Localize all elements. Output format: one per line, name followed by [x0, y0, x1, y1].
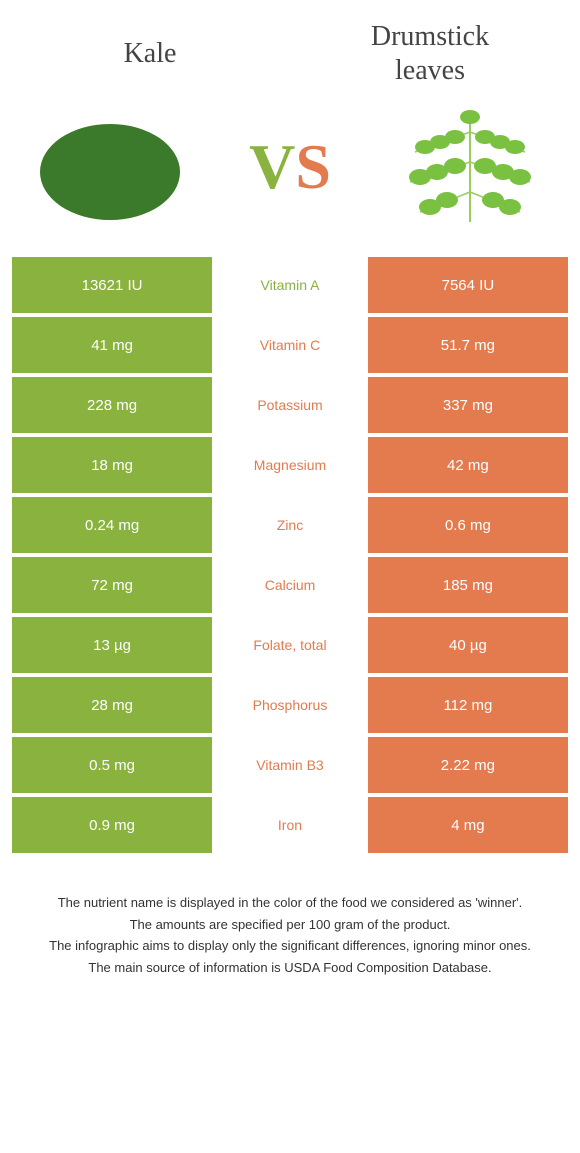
kale-image [20, 97, 200, 237]
nutrient-row: 72 mgCalcium185 mg [12, 557, 568, 613]
footer-line: The amounts are specified per 100 gram o… [20, 915, 560, 935]
left-value: 0.5 mg [12, 737, 212, 793]
nutrient-row: 41 mgVitamin C51.7 mg [12, 317, 568, 373]
right-value: 185 mg [368, 557, 568, 613]
nutrient-row: 0.24 mgZinc0.6 mg [12, 497, 568, 553]
nutrient-name: Iron [212, 797, 368, 853]
nutrient-name: Potassium [212, 377, 368, 433]
nutrient-row: 28 mgPhosphorus112 mg [12, 677, 568, 733]
nutrient-row: 18 mgMagnesium42 mg [12, 437, 568, 493]
right-value: 2.22 mg [368, 737, 568, 793]
left-value: 0.9 mg [12, 797, 212, 853]
right-value: 42 mg [368, 437, 568, 493]
right-value: 4 mg [368, 797, 568, 853]
nutrient-row: 0.5 mgVitamin B32.22 mg [12, 737, 568, 793]
nutrient-row: 13621 IUVitamin A7564 IU [12, 257, 568, 313]
left-food-title: Kale [10, 37, 290, 71]
right-value: 40 µg [368, 617, 568, 673]
left-value: 13621 IU [12, 257, 212, 313]
right-value: 51.7 mg [368, 317, 568, 373]
nutrient-row: 13 µgFolate, total40 µg [12, 617, 568, 673]
footer-notes: The nutrient name is displayed in the co… [0, 893, 580, 977]
footer-line: The main source of information is USDA F… [20, 958, 560, 978]
right-food-title: Drumstick leaves [290, 20, 570, 87]
nutrient-table: 13621 IUVitamin A7564 IU41 mgVitamin C51… [12, 257, 568, 853]
right-value: 112 mg [368, 677, 568, 733]
left-value: 18 mg [12, 437, 212, 493]
right-value: 337 mg [368, 377, 568, 433]
vs-label: VS [249, 130, 331, 204]
left-value: 72 mg [12, 557, 212, 613]
header: Kale Drumstick leaves [0, 0, 580, 97]
vs-s: S [295, 131, 331, 202]
nutrient-row: 228 mgPotassium337 mg [12, 377, 568, 433]
right-value: 0.6 mg [368, 497, 568, 553]
right-value: 7564 IU [368, 257, 568, 313]
nutrient-name: Vitamin C [212, 317, 368, 373]
nutrient-name: Vitamin B3 [212, 737, 368, 793]
nutrient-name: Calcium [212, 557, 368, 613]
vs-v: V [249, 131, 295, 202]
nutrient-name: Phosphorus [212, 677, 368, 733]
nutrient-row: 0.9 mgIron4 mg [12, 797, 568, 853]
left-value: 41 mg [12, 317, 212, 373]
images-row: VS [0, 97, 580, 247]
nutrient-name: Folate, total [212, 617, 368, 673]
nutrient-name: Zinc [212, 497, 368, 553]
nutrient-name: Magnesium [212, 437, 368, 493]
nutrient-name: Vitamin A [212, 257, 368, 313]
left-value: 13 µg [12, 617, 212, 673]
left-value: 0.24 mg [12, 497, 212, 553]
footer-line: The nutrient name is displayed in the co… [20, 893, 560, 913]
footer-line: The infographic aims to display only the… [20, 936, 560, 956]
drumstick-leaves-image [380, 97, 560, 237]
left-value: 228 mg [12, 377, 212, 433]
left-value: 28 mg [12, 677, 212, 733]
